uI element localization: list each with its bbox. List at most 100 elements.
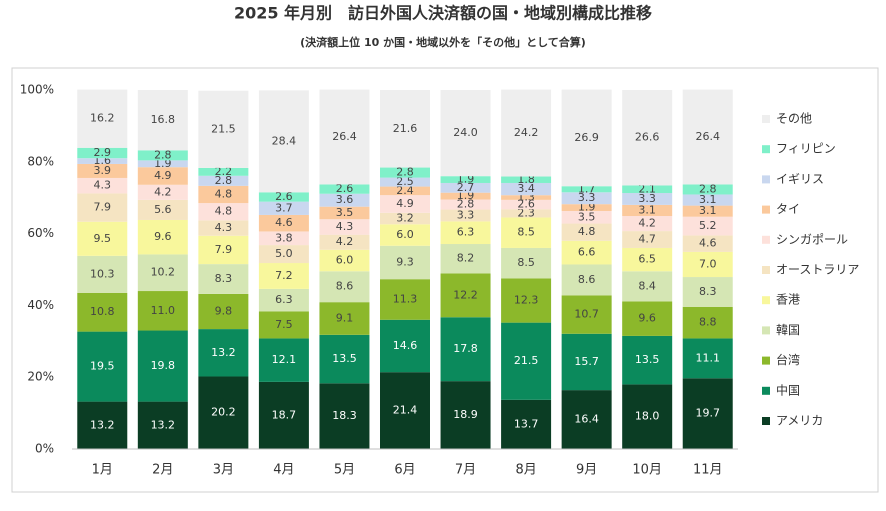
data-label: 2.6	[517, 198, 535, 211]
data-label: 6.3	[457, 226, 475, 239]
data-label: 11.3	[393, 292, 418, 305]
data-label: 11.1	[695, 351, 720, 364]
bar-segment	[682, 235, 733, 252]
bar-segment	[682, 205, 733, 217]
chart-subtitle: (決済額上位 10 か国・地域以外を「その他」として合算)	[300, 35, 586, 49]
bar-segment	[380, 212, 430, 225]
bar-segment	[622, 216, 673, 232]
bar-segment	[258, 381, 309, 449]
data-label: 6.3	[275, 293, 293, 306]
bar-segment	[501, 399, 552, 449]
bar-segment	[622, 247, 673, 272]
bar-segment	[501, 176, 552, 183]
data-label: 14.6	[393, 339, 418, 352]
bar-segment	[440, 381, 491, 449]
data-label: 26.9	[574, 131, 599, 144]
bar-segment	[258, 201, 309, 215]
x-tick-label: 9月	[576, 463, 597, 478]
chart-title: 2025 年月別 訪日外国人決済額の国・地域別構成比推移	[234, 4, 652, 23]
bar-segment	[319, 234, 370, 250]
data-label: 9.8	[215, 305, 233, 318]
data-label: 2.6	[336, 182, 354, 195]
bar-segment	[682, 194, 733, 206]
data-label: 7.9	[215, 243, 233, 256]
data-label: 10.2	[151, 266, 176, 279]
bar-segment	[622, 384, 673, 449]
bar-segment	[258, 214, 309, 232]
bar-segment	[682, 378, 733, 449]
data-label: 24.2	[514, 126, 539, 139]
bar-segment	[622, 335, 673, 385]
bar-segment	[682, 216, 733, 236]
bar-segment	[258, 263, 309, 289]
bar-segment	[440, 209, 491, 222]
data-label: 4.2	[638, 217, 656, 230]
legend-label: シンガポール	[776, 232, 848, 246]
legend-swatch	[762, 175, 770, 184]
bar-segment	[319, 89, 370, 185]
bar-segment	[258, 231, 309, 246]
legend-label: その他	[776, 112, 812, 126]
data-label: 9.6	[638, 312, 656, 325]
data-label: 21.4	[393, 404, 418, 417]
bar-segment	[682, 184, 733, 195]
bar-segment	[198, 90, 249, 168]
data-label: 2.9	[94, 146, 112, 159]
bar-segment	[682, 338, 733, 379]
data-label: 20.2	[211, 406, 236, 419]
bar-segment	[380, 195, 430, 213]
bar-segment	[380, 90, 430, 168]
legend-label: オーストラリア	[776, 263, 859, 277]
x-tick-label: 5月	[334, 463, 355, 478]
bar-segment	[258, 288, 309, 312]
bar-segment	[380, 167, 430, 178]
bar-segment	[319, 184, 370, 194]
y-tick-label: 60%	[27, 226, 54, 240]
data-label: 9.5	[94, 232, 112, 245]
x-tick-label: 1月	[92, 463, 113, 478]
bar-segment	[622, 185, 673, 194]
bar-segment	[380, 224, 430, 246]
bar-segment	[682, 277, 733, 307]
data-label: 8.6	[578, 273, 596, 286]
bar-segment	[137, 184, 188, 200]
data-label: 26.6	[635, 131, 660, 144]
bar-segment	[622, 90, 673, 186]
data-label: 19.5	[90, 360, 115, 373]
bar-segment	[137, 219, 188, 255]
bar-segment	[561, 333, 612, 391]
bar-segment	[622, 193, 673, 205]
bar-segment	[440, 273, 491, 318]
bar-segment	[501, 195, 552, 200]
data-label: 13.2	[211, 346, 236, 359]
x-tick-label: 11月	[693, 463, 723, 478]
data-label: 18.3	[332, 409, 357, 422]
data-label: 13.5	[635, 353, 660, 366]
data-label: 4.9	[154, 169, 172, 182]
data-label: 10.7	[574, 308, 599, 321]
data-label: 2.4	[396, 184, 414, 197]
legend-label: イギリス	[776, 172, 824, 186]
data-label: 3.9	[94, 164, 112, 177]
bar-segment	[319, 302, 370, 335]
data-label: 6.5	[638, 253, 656, 266]
bar-segment	[440, 244, 491, 274]
data-label: 10.8	[90, 305, 115, 318]
data-label: 2.8	[699, 182, 717, 195]
bar-segment	[77, 292, 128, 332]
data-label: 6.6	[578, 246, 596, 259]
data-label: 24.0	[453, 126, 478, 139]
data-label: 7.5	[275, 318, 293, 331]
bar-segment	[440, 221, 491, 245]
bar-segment	[501, 247, 552, 279]
legend-label: タイ	[776, 202, 800, 216]
data-label: 7.0	[699, 257, 717, 270]
data-label: 3.1	[699, 204, 717, 217]
data-label: 5.6	[154, 203, 172, 216]
bar-segment	[198, 203, 249, 221]
legend-swatch	[762, 235, 770, 244]
bar-segment	[258, 90, 309, 193]
data-label: 8.6	[336, 280, 354, 293]
data-label: 3.1	[638, 203, 656, 216]
legend-swatch	[762, 115, 770, 123]
